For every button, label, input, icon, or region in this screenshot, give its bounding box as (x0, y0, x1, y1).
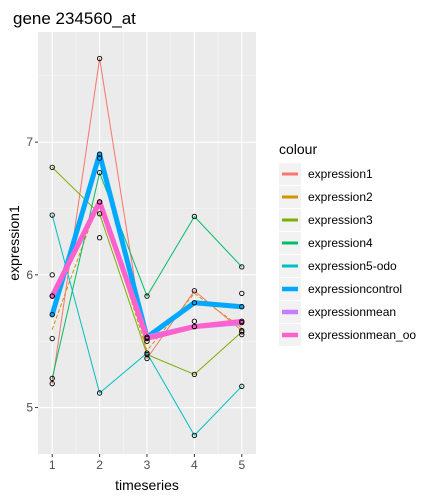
x-tick-label: 5 (238, 458, 245, 472)
data-point-expressionmean_oo (239, 318, 245, 324)
data-point-expressionmean_oo (191, 323, 198, 330)
data-point-expressionmean_oo (49, 293, 55, 299)
legend: colour expression1 expression2 expression3… (279, 141, 416, 346)
series-line-expression4 (51, 172, 243, 379)
data-point-expression3 (96, 211, 103, 217)
legend-label: expression5-odo (308, 259, 397, 273)
y-tick-label: 6 (26, 268, 33, 282)
data-point-expression4 (49, 375, 55, 382)
legend-item-expression5-odo: expression5-odo (279, 255, 397, 277)
data-point-expressioncontrol (191, 300, 198, 306)
legend-label: expressionmean (308, 305, 396, 319)
legend-title: colour (279, 141, 317, 157)
legend-items: expression1 expression2 expression3 express… (279, 163, 416, 346)
legend-item-expression2: expression2 (279, 186, 373, 208)
legend-item-expressionmean_oo: expressionmean_oo (279, 324, 416, 346)
data-point (96, 235, 103, 241)
data-point (96, 155, 103, 161)
y-axis-title: expression1 (6, 205, 22, 281)
chart-title: gene 234560_at (13, 9, 136, 28)
data-point (49, 272, 55, 278)
legend-label: expression3 (308, 213, 373, 227)
x-axis-title: timeseries (115, 477, 179, 493)
data-point-expression3 (49, 164, 55, 171)
data-points (49, 55, 245, 439)
data-point-expression5-odo (96, 390, 103, 396)
legend-label: expression4 (308, 236, 373, 250)
legend-item-expression3: expression3 (279, 209, 373, 231)
data-point-expression3 (191, 371, 198, 378)
data-point-expression1 (49, 381, 55, 387)
data-point-expressionmean_oo (144, 335, 150, 342)
legend-item-expressioncontrol: expressioncontrol (279, 278, 402, 300)
legend-label: expression1 (308, 167, 373, 181)
y-tick-label: 5 (26, 401, 33, 415)
data-point-expression3 (239, 329, 245, 335)
data-point-expressionmean_oo (96, 199, 103, 205)
x-tick-label: 1 (49, 458, 56, 472)
data-point (144, 338, 150, 344)
x-tick-label: 2 (96, 458, 103, 472)
legend-item-expressionmean: expressionmean (279, 301, 396, 323)
data-point-expression4 (239, 264, 245, 270)
legend-label: expressioncontrol (308, 282, 402, 296)
data-point (239, 290, 245, 297)
x-tick-label: 3 (144, 458, 151, 472)
data-point (191, 318, 198, 324)
series-lines (49, 58, 245, 436)
series-line-expression5-odo (51, 214, 243, 436)
axes: 5 6 7 1 2 3 4 5 (26, 135, 245, 472)
data-point-expression4 (144, 293, 150, 299)
series-line-expression3 (51, 166, 243, 375)
legend-item-expression1: expression1 (279, 163, 373, 185)
data-point-expressioncontrol (239, 304, 245, 310)
data-point (49, 335, 55, 342)
x-tick-label: 4 (191, 458, 198, 472)
data-point-expression5-odo (239, 383, 245, 389)
data-point-expression5-odo (191, 432, 198, 439)
data-point (239, 331, 245, 338)
data-point-expression4 (191, 213, 198, 220)
data-point-expression5-odo (144, 350, 150, 356)
legend-label: expression2 (308, 190, 373, 204)
data-point-expression5-odo (49, 212, 55, 218)
legend-label: expressionmean_oo (308, 328, 416, 342)
data-point-expression1 (96, 55, 103, 62)
data-point-expression4 (96, 170, 103, 176)
legend-item-expression4: expression4 (279, 232, 373, 254)
data-point-expressioncontrol (49, 312, 55, 318)
series-line-expressionmean_oo (49, 199, 245, 341)
data-point-expression1 (191, 288, 198, 294)
y-tick-label: 7 (26, 135, 33, 149)
